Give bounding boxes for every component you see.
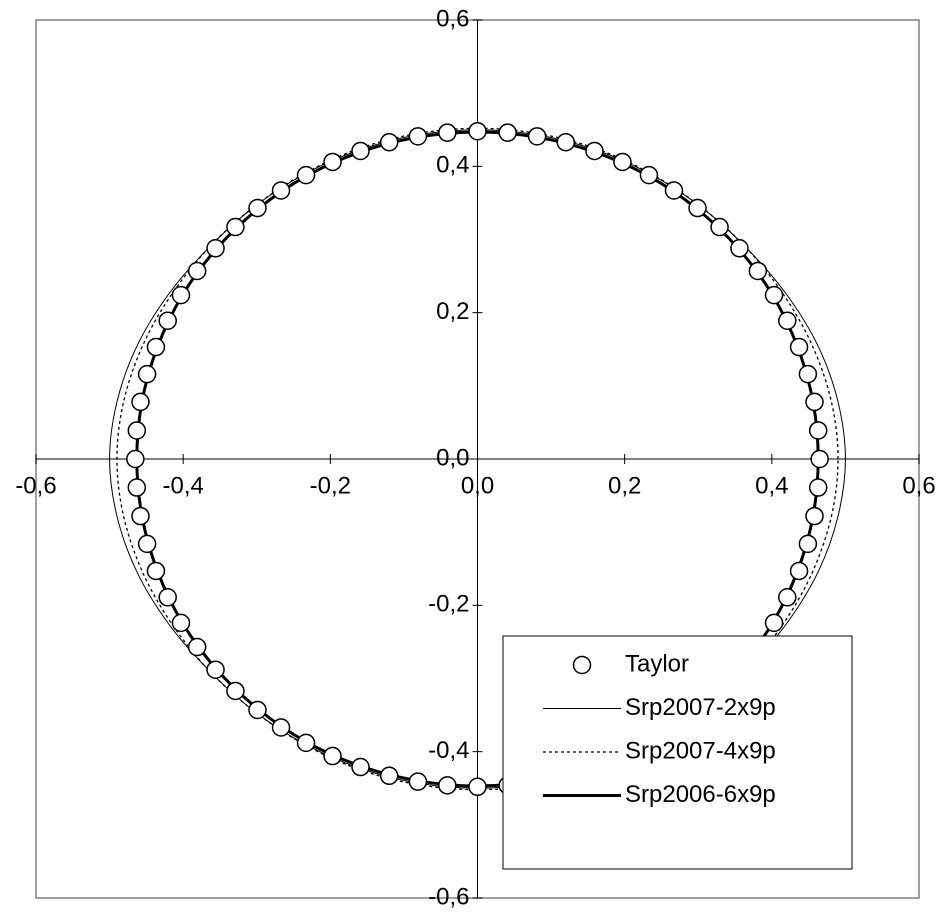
marker bbox=[146, 561, 166, 581]
marker bbox=[226, 681, 245, 701]
marker bbox=[137, 534, 157, 554]
marker bbox=[556, 132, 576, 152]
marker bbox=[789, 337, 809, 357]
y-tick-label: 0,0 bbox=[436, 444, 469, 471]
marker bbox=[810, 449, 829, 469]
marker bbox=[585, 141, 604, 161]
marker bbox=[379, 132, 399, 152]
marker bbox=[527, 127, 547, 146]
marker bbox=[296, 165, 316, 185]
marker bbox=[131, 506, 150, 526]
marker bbox=[248, 700, 267, 720]
marker bbox=[808, 421, 828, 440]
x-tick-label: 0,4 bbox=[755, 472, 788, 499]
marker bbox=[187, 637, 207, 657]
marker bbox=[351, 757, 370, 777]
marker bbox=[805, 506, 824, 526]
legend-label: Taylor bbox=[625, 650, 689, 677]
marker bbox=[805, 392, 824, 412]
marker bbox=[226, 217, 245, 237]
marker bbox=[158, 588, 177, 607]
legend-label: Srp2007-2x9p bbox=[625, 694, 776, 721]
marker bbox=[748, 261, 768, 281]
marker bbox=[408, 127, 428, 146]
marker bbox=[296, 733, 316, 753]
x-tick-label: -0,6 bbox=[15, 472, 56, 499]
marker bbox=[126, 449, 145, 469]
series-line bbox=[116, 127, 839, 791]
marker bbox=[808, 478, 828, 497]
marker bbox=[798, 534, 818, 554]
legend-label: Srp2006-6x9p bbox=[625, 781, 776, 808]
marker bbox=[271, 718, 291, 737]
marker bbox=[146, 337, 166, 357]
marker bbox=[408, 772, 428, 791]
marker bbox=[187, 261, 207, 281]
marker bbox=[127, 421, 147, 440]
marker bbox=[171, 613, 191, 633]
marker bbox=[271, 181, 291, 200]
marker bbox=[468, 777, 487, 797]
marker bbox=[778, 588, 797, 607]
x-tick-label: 0,2 bbox=[608, 472, 641, 499]
x-tick-label: -0,4 bbox=[162, 472, 203, 499]
marker bbox=[764, 613, 784, 633]
marker bbox=[730, 239, 749, 258]
y-tick-label: 0,4 bbox=[436, 152, 469, 179]
y-tick-label: -0,2 bbox=[428, 591, 469, 618]
marker bbox=[379, 766, 399, 786]
marker bbox=[778, 311, 797, 330]
marker bbox=[323, 746, 342, 766]
marker bbox=[137, 364, 157, 384]
marker bbox=[613, 152, 632, 172]
marker bbox=[710, 217, 729, 237]
marker bbox=[323, 152, 342, 172]
marker bbox=[158, 311, 177, 330]
marker bbox=[664, 181, 684, 200]
marker bbox=[206, 239, 225, 258]
marker bbox=[789, 561, 809, 581]
y-tick-label: -0,4 bbox=[428, 737, 469, 764]
marker bbox=[206, 660, 225, 679]
marker bbox=[798, 364, 818, 384]
marker bbox=[438, 123, 457, 142]
legend-marker bbox=[572, 655, 592, 675]
y-tick-label: 0,6 bbox=[436, 5, 469, 32]
x-tick-label: 0,0 bbox=[461, 472, 494, 499]
x-tick-label: 0,6 bbox=[902, 472, 935, 499]
marker bbox=[498, 123, 517, 142]
marker bbox=[468, 121, 487, 141]
marker bbox=[248, 198, 267, 218]
marker bbox=[131, 392, 150, 412]
x-tick-label: -0,2 bbox=[310, 472, 351, 499]
marker bbox=[764, 285, 784, 305]
marker bbox=[688, 198, 707, 218]
y-tick-label: -0,6 bbox=[428, 883, 469, 910]
y-tick-label: 0,2 bbox=[436, 298, 469, 325]
marker bbox=[351, 141, 370, 161]
marker bbox=[438, 776, 457, 795]
marker bbox=[171, 285, 191, 305]
marker bbox=[127, 478, 147, 497]
legend-label: Srp2007-4x9p bbox=[625, 737, 776, 764]
legend: Taylor Srp2007-2x9p Srp2007-4x9p Srp2006-6x… bbox=[502, 635, 853, 870]
marker bbox=[639, 165, 659, 185]
